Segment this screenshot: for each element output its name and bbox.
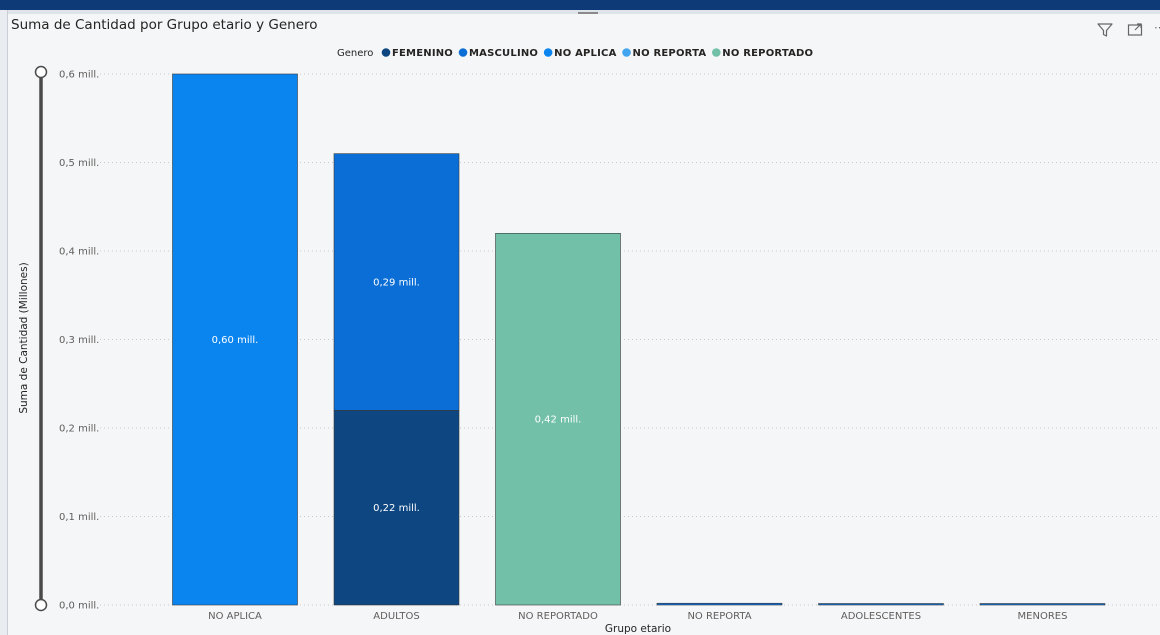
legend: Genero FEMENINO MASCULINO NO APLICA NO REPO… (337, 48, 813, 59)
legend-marker-no-aplica (543, 48, 553, 57)
filter-icon[interactable] (1096, 21, 1114, 39)
data-label: 0,22 mill. (373, 503, 420, 514)
visual-drag-handle[interactable] (578, 12, 598, 14)
report-top-bar (0, 0, 1160, 10)
x-tick-label: NO APLICA (208, 611, 262, 622)
legend-item-femenino[interactable]: FEMENINO (392, 48, 453, 59)
more-options-icon[interactable]: ⋯ (1154, 21, 1160, 34)
y-axis-ticks: 0,0 mill. 0,1 mill. 0,2 mill. 0,3 mill. 0,4 … (59, 70, 99, 612)
legend-item-masculino[interactable]: MASCULINO (469, 48, 538, 59)
data-label: 0,29 mill. (373, 277, 420, 288)
data-label: 0,42 mill. (535, 415, 582, 426)
legend-marker-no-reporta (622, 48, 631, 57)
chart-title: Suma de Cantidad por Grupo etario y Gene… (11, 17, 318, 33)
focus-mode-icon[interactable] (1126, 21, 1144, 39)
legend-marker-femenino (381, 48, 391, 57)
x-axis-categories: NO APLICA ADULTOS NO REPORTADO NO REPORTA AD… (208, 611, 1067, 622)
visual-header-icons: ⋯ (1096, 21, 1160, 41)
bar-adultos-masculino[interactable] (333, 153, 460, 411)
legend-marker-masculino (458, 48, 468, 57)
zoom-slider-top-handle[interactable] (34, 65, 48, 79)
bar-adultos-femenino[interactable] (333, 409, 460, 606)
x-axis-title: Grupo etario (605, 623, 671, 635)
x-tick-label: ADOLESCENTES (841, 611, 921, 622)
y-axis-title: Suma de Cantidad (Millones) (18, 262, 30, 413)
y-tick-label: 0,3 mill. (59, 335, 99, 346)
data-labels: 0,60 mill. 0,22 mill. 0,29 mill. 0,42 mill. (212, 277, 582, 514)
y-axis-zoom-slider[interactable] (34, 65, 48, 612)
legend-item-no-reporta[interactable]: NO REPORTA (633, 48, 707, 59)
legend-marker-no-reportado (711, 48, 721, 57)
legend-title: Genero (337, 48, 373, 59)
x-tick-label: NO REPORTADO (518, 611, 598, 622)
y-tick-label: 0,6 mill. (59, 70, 99, 81)
bar-no-aplica-no-aplica[interactable] (172, 73, 298, 606)
data-label: 0,60 mill. (212, 335, 259, 346)
y-tick-label: 0,5 mill. (59, 158, 99, 169)
x-tick-label: MENORES (1018, 611, 1068, 622)
bar-no-reporta-masculino[interactable] (656, 602, 783, 606)
y-tick-label: 0,0 mill. (59, 601, 99, 612)
x-tick-label: NO REPORTA (687, 611, 751, 622)
legend-item-no-reportado[interactable]: NO REPORTADO (722, 48, 813, 59)
bar-adolescentes-masculino[interactable] (818, 603, 944, 606)
bar-menores-masculino[interactable] (979, 603, 1106, 606)
y-tick-label: 0,1 mill. (59, 512, 99, 523)
y-tick-label: 0,2 mill. (59, 424, 99, 435)
zoom-slider-bottom-handle[interactable] (34, 598, 48, 612)
x-tick-label: ADULTOS (373, 611, 419, 622)
bar-no-reportado-no-reportado[interactable] (495, 233, 621, 606)
y-tick-label: 0,4 mill. (59, 247, 99, 258)
legend-item-no-aplica[interactable]: NO APLICA (554, 48, 616, 59)
bars (172, 73, 1106, 606)
left-pane-edge (0, 10, 8, 635)
